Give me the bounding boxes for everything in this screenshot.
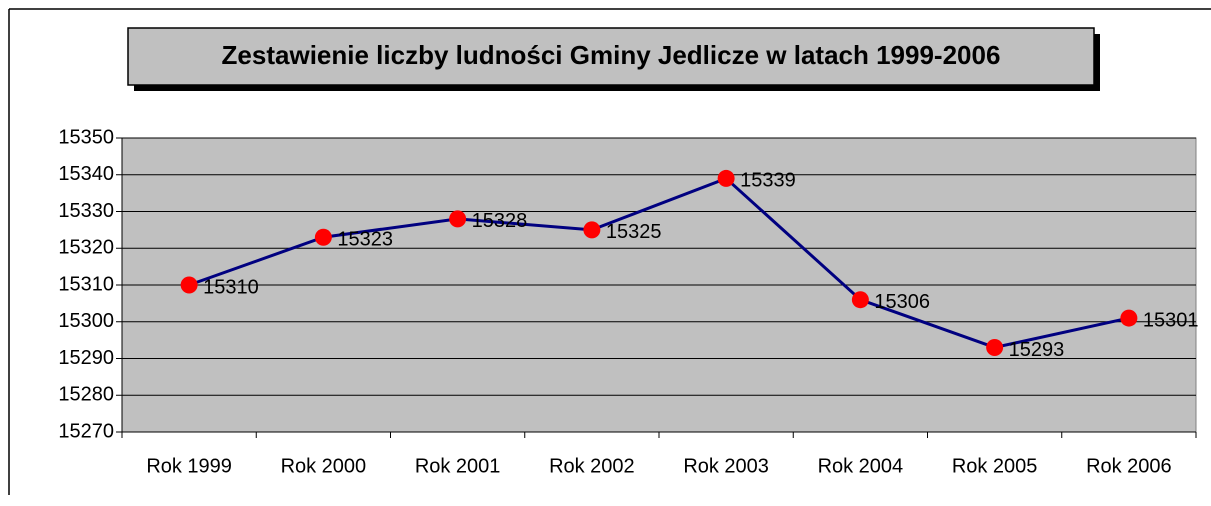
marker (1120, 309, 1138, 327)
title-box (127, 27, 1095, 86)
x-tick-label: Rok 2000 (281, 455, 367, 477)
y-tick-label: 15330 (58, 200, 114, 222)
data-label: 15310 (203, 276, 259, 298)
y-tick-label: 15320 (58, 237, 114, 259)
y-tick-label: 15290 (58, 347, 114, 369)
data-label: 15306 (874, 291, 930, 313)
x-tick-label: Rok 2002 (549, 455, 635, 477)
marker (180, 276, 198, 294)
data-label: 15293 (1009, 339, 1065, 361)
x-tick-label: Rok 2001 (415, 455, 501, 477)
marker (449, 210, 467, 228)
chart-title: Zestawienie liczby ludności Gminy Jedlic… (222, 40, 1001, 70)
x-tick-label: Rok 1999 (146, 455, 232, 477)
y-tick-label: 15270 (58, 420, 114, 442)
x-tick-label: Rok 2003 (683, 455, 769, 477)
y-tick-label: 15340 (58, 163, 114, 185)
x-tick-label: Rok 2006 (1086, 455, 1172, 477)
y-tick-label: 15300 (58, 310, 114, 332)
marker (986, 338, 1004, 356)
data-label: 15339 (740, 170, 796, 192)
data-label: 15325 (606, 221, 662, 243)
marker (717, 169, 735, 187)
data-label: 15301 (1143, 309, 1199, 331)
x-tick-label: Rok 2005 (952, 455, 1038, 477)
marker (583, 221, 601, 239)
marker (314, 228, 332, 246)
data-label: 15323 (337, 229, 393, 251)
y-tick-label: 15280 (58, 384, 114, 406)
series-line (188, 176, 1130, 350)
y-tick-label: 15310 (58, 273, 114, 295)
data-label: 15328 (472, 210, 528, 232)
x-tick-label: Rok 2004 (818, 455, 904, 477)
y-tick-label: 15350 (58, 126, 114, 148)
marker (851, 291, 869, 309)
